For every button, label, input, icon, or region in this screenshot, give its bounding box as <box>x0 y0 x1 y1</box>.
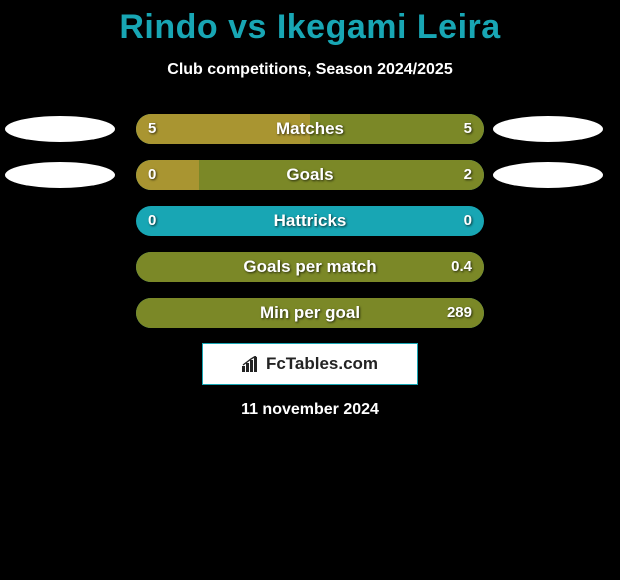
bar-fill-right <box>310 114 484 144</box>
comparison-rows: Matches55 Goals02 Hattricks00 Goals per mat… <box>0 113 620 329</box>
bar-fill-right <box>136 252 484 282</box>
bar-fill-left <box>136 160 199 190</box>
bar-track <box>136 114 484 144</box>
brand-label: FcTables.com <box>266 354 378 374</box>
page-subtitle: Club competitions, Season 2024/2025 <box>0 61 620 79</box>
bar-track <box>136 298 484 328</box>
brand-box[interactable]: FcTables.com <box>202 343 418 385</box>
bar-fill-left <box>136 114 310 144</box>
comparison-row: Min per goal289 <box>0 297 620 329</box>
chart-icon <box>242 356 260 372</box>
left-ellipse <box>5 162 115 188</box>
comparison-row: Hattricks00 <box>0 205 620 237</box>
comparison-row: Goals per match0.4 <box>0 251 620 283</box>
comparison-row: Goals02 <box>0 159 620 191</box>
right-ellipse <box>493 162 603 188</box>
right-ellipse <box>493 116 603 142</box>
page-title: Rindo vs Ikegami Leira <box>0 0 620 47</box>
bar-track <box>136 252 484 282</box>
bar-track <box>136 206 484 236</box>
bar-track <box>136 160 484 190</box>
footer-date: 11 november 2024 <box>0 401 620 419</box>
comparison-row: Matches55 <box>0 113 620 145</box>
bar-fill-right <box>136 298 484 328</box>
left-ellipse <box>5 116 115 142</box>
bar-fill-right <box>199 160 484 190</box>
